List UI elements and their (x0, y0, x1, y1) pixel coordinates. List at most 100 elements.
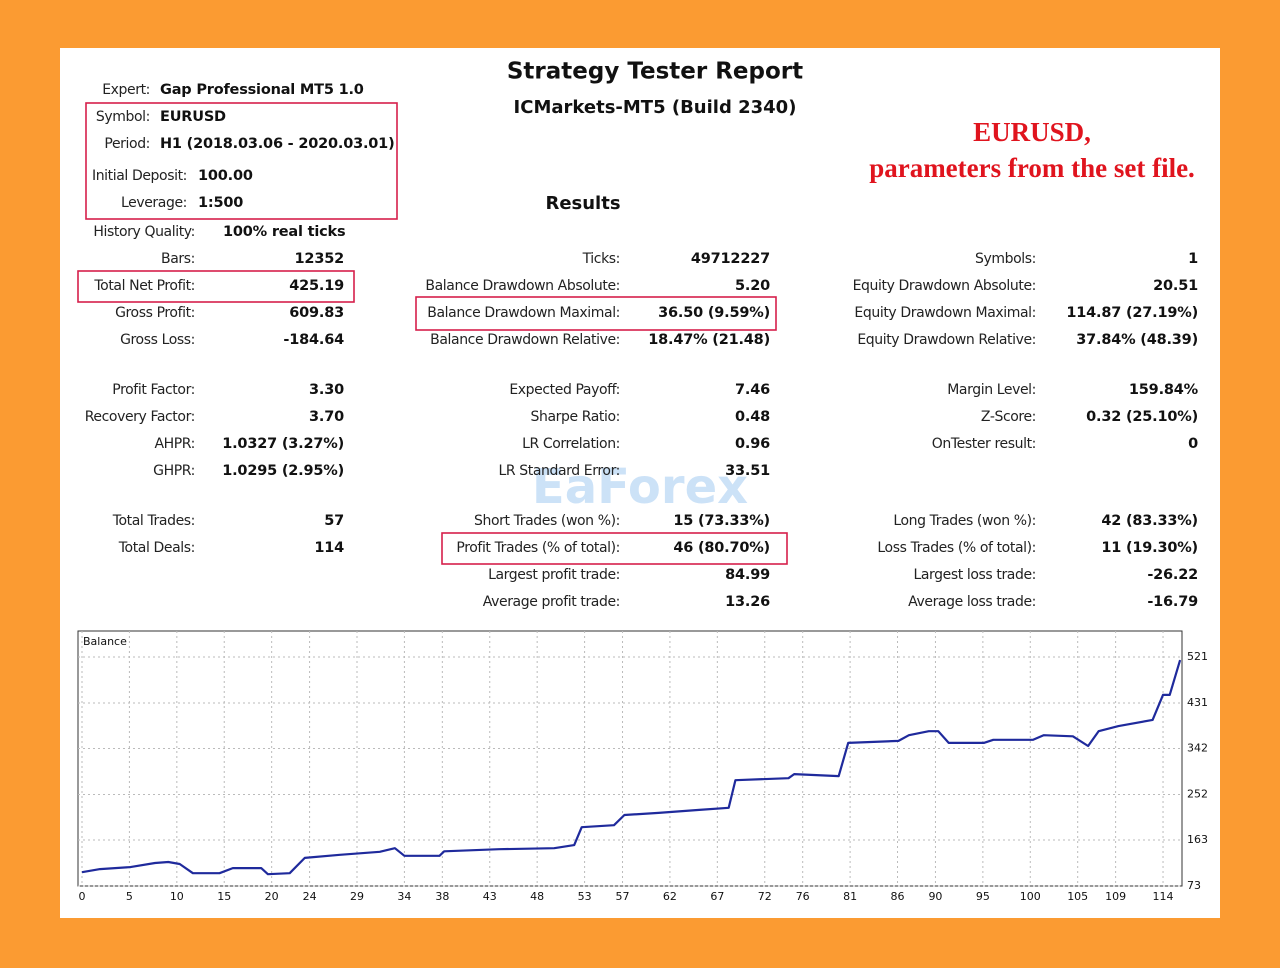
highlight-box (85, 102, 398, 220)
result-value: 46 (80.70%) (673, 540, 770, 556)
x-tick-label: 43 (483, 890, 497, 903)
result-label: Gross Loss: (120, 332, 195, 348)
result-value: 11 (19.30%) (1101, 540, 1198, 556)
info-value: H1 (2018.03.06 - 2020.03.01) (160, 136, 395, 152)
x-tick-label: 34 (397, 890, 411, 903)
info-label: Symbol: (96, 109, 150, 125)
x-tick-label: 15 (217, 890, 231, 903)
result-label: Symbols: (975, 251, 1036, 267)
highlight-box (77, 270, 355, 303)
result-value: 57 (324, 513, 344, 529)
x-tick-label: 5 (126, 890, 133, 903)
x-tick-label: 48 (530, 890, 544, 903)
x-tick-label: 24 (303, 890, 317, 903)
results-title: Results (545, 193, 620, 214)
result-label: Total Trades: (112, 513, 195, 529)
result-label: Margin Level: (947, 382, 1036, 398)
result-value: 20.51 (1153, 278, 1198, 294)
result-label: AHPR: (154, 436, 195, 452)
result-value: 13.26 (725, 594, 770, 610)
result-label: Equity Drawdown Absolute: (853, 278, 1036, 294)
result-label: LR Correlation: (522, 436, 620, 452)
result-value: 0 (1188, 436, 1198, 452)
result-value: 1.0295 (2.95%) (222, 463, 344, 479)
info-value: 100.00 (198, 168, 253, 184)
info-label: Period: (104, 136, 150, 152)
result-value: 37.84% (48.39) (1076, 332, 1198, 348)
result-value: 49712227 (691, 251, 770, 267)
result-label: Profit Trades (% of total): (456, 540, 620, 556)
result-value: 1.0327 (3.27%) (222, 436, 344, 452)
y-tick-label: 521 (1187, 650, 1208, 663)
result-value: 42 (83.33%) (1101, 513, 1198, 529)
x-tick-label: 114 (1153, 890, 1174, 903)
y-tick-label: 342 (1187, 742, 1208, 755)
result-label: Ticks: (582, 251, 620, 267)
result-value: 159.84% (1129, 382, 1199, 398)
result-label: Average loss trade: (908, 594, 1036, 610)
x-tick-label: 100 (1020, 890, 1041, 903)
x-tick-label: 53 (578, 890, 592, 903)
result-label: Largest profit trade: (488, 567, 620, 583)
result-value: -184.64 (283, 332, 344, 348)
x-tick-label: 62 (663, 890, 677, 903)
result-value: 425.19 (289, 278, 344, 294)
result-label: Expected Payoff: (509, 382, 620, 398)
x-tick-label: 38 (435, 890, 449, 903)
x-tick-label: 81 (843, 890, 857, 903)
x-tick-label: 0 (79, 890, 86, 903)
result-label: Balance Drawdown Relative: (430, 332, 620, 348)
watermark: EaForex (532, 459, 748, 515)
info-label: Expert: (102, 82, 150, 98)
result-label: History Quality: (93, 224, 195, 240)
result-value: 18.47% (21.48) (648, 332, 770, 348)
y-tick-label: 252 (1187, 788, 1208, 801)
result-value: 0.48 (735, 409, 770, 425)
x-tick-label: 95 (976, 890, 990, 903)
report-title: Strategy Tester Report (507, 59, 803, 85)
result-label: Loss Trades (% of total): (877, 540, 1036, 556)
result-label: OnTester result: (932, 436, 1036, 452)
balance-line (81, 659, 1182, 876)
result-value: 3.30 (309, 382, 344, 398)
info-value: 1:500 (198, 195, 243, 211)
result-value: 0.32 (25.10%) (1086, 409, 1198, 425)
y-tick-label: 431 (1187, 696, 1208, 709)
result-label: Gross Profit: (115, 305, 195, 321)
result-value: 12352 (295, 251, 344, 267)
result-label: Short Trades (won %): (474, 513, 620, 529)
result-value: 1 (1188, 251, 1198, 267)
result-label: Z-Score: (981, 409, 1036, 425)
x-tick-label: 105 (1067, 890, 1088, 903)
result-value: 114.87 (27.19%) (1066, 305, 1198, 321)
info-label: Initial Deposit: (92, 168, 187, 184)
x-tick-label: 10 (170, 890, 184, 903)
result-label: Profit Factor: (112, 382, 195, 398)
result-label: Total Deals: (118, 540, 195, 556)
x-tick-label: 86 (891, 890, 905, 903)
highlight-box (415, 296, 777, 331)
annotation: parameters from the set file. (869, 153, 1195, 183)
result-value: 100% real ticks (223, 224, 345, 240)
x-tick-label: 29 (350, 890, 364, 903)
result-label: Equity Drawdown Relative: (857, 332, 1036, 348)
result-label: Largest loss trade: (913, 567, 1036, 583)
info-value: Gap Professional MT5 1.0 (160, 82, 364, 98)
result-value: 3.70 (309, 409, 344, 425)
x-tick-label: 90 (928, 890, 942, 903)
result-label: Recovery Factor: (85, 409, 195, 425)
result-label: Long Trades (won %): (893, 513, 1036, 529)
x-tick-label: 109 (1105, 890, 1126, 903)
result-label: Sharpe Ratio: (530, 409, 620, 425)
result-value: 0.96 (735, 436, 770, 452)
result-value: 33.51 (725, 463, 770, 479)
result-label: Balance Drawdown Maximal: (427, 305, 620, 321)
result-value: 114 (314, 540, 344, 556)
result-value: -26.22 (1147, 567, 1198, 583)
result-label: Average profit trade: (483, 594, 620, 610)
result-value: -16.79 (1147, 594, 1198, 610)
highlight-box (441, 532, 788, 565)
x-tick-label: 20 (265, 890, 279, 903)
result-value: 609.83 (289, 305, 344, 321)
x-tick-label: 76 (796, 890, 810, 903)
